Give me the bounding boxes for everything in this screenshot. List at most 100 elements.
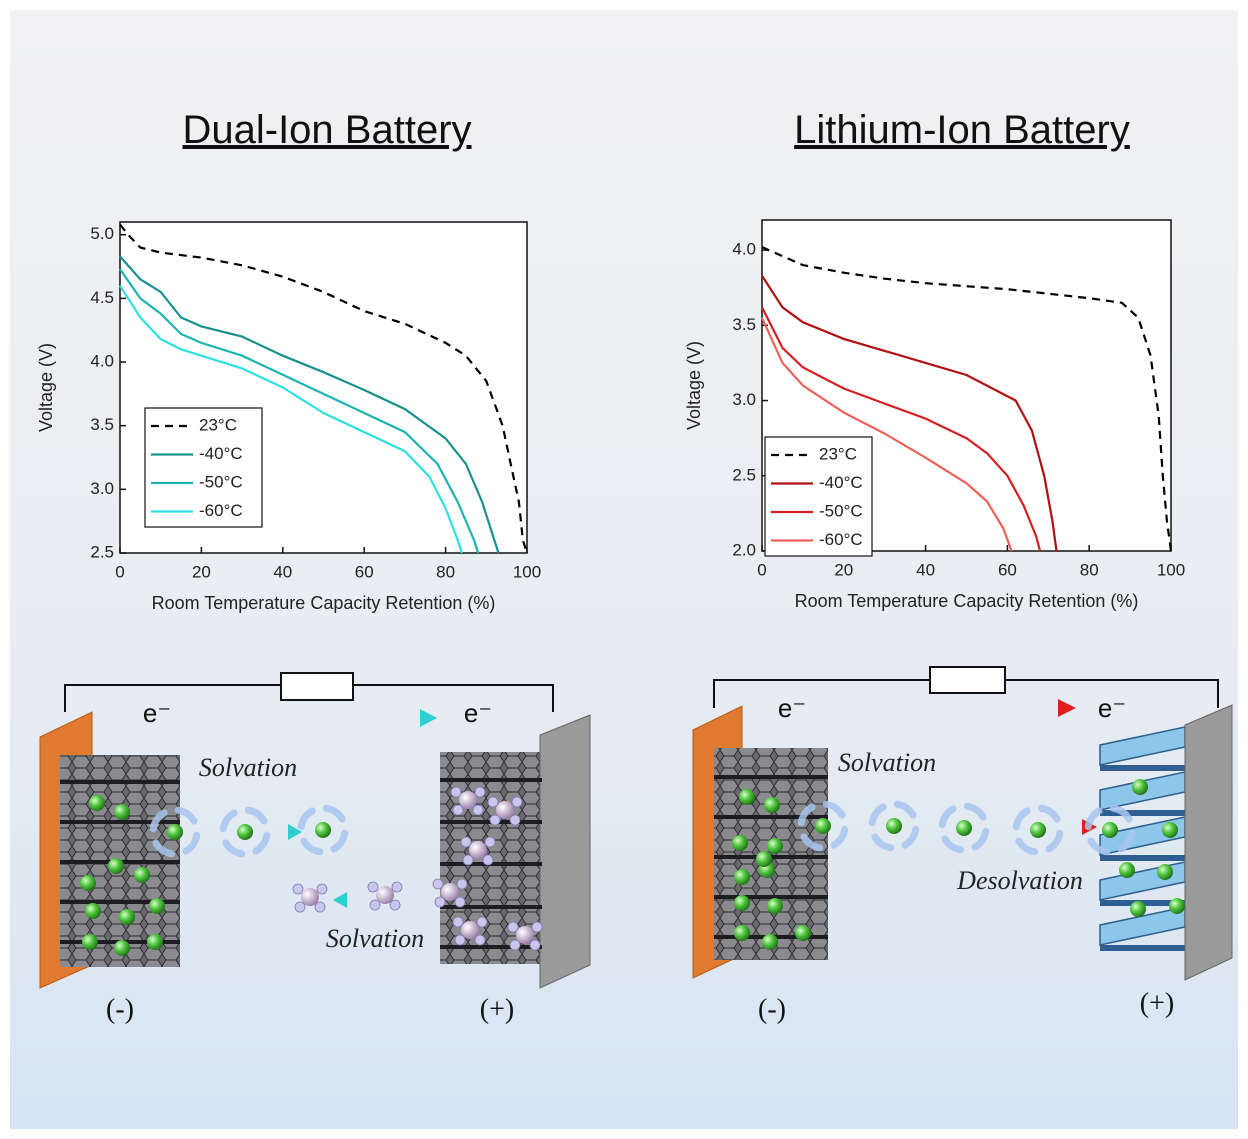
lithium-ion xyxy=(734,869,750,885)
electron-label: e⁻ xyxy=(1098,693,1126,723)
anion-atom xyxy=(392,882,402,892)
x-tick-label: 60 xyxy=(355,562,374,581)
graphite-gap xyxy=(440,945,542,949)
lithium-ion xyxy=(167,824,183,840)
anion-atom xyxy=(510,940,520,950)
lithium-ion xyxy=(134,867,150,883)
lithium-ion xyxy=(795,925,811,941)
lithium-ion xyxy=(1119,862,1135,878)
lithium-ion xyxy=(82,934,98,950)
lithium-ion xyxy=(732,835,748,851)
legend-label: -60°C xyxy=(199,501,243,520)
y-tick-label: 4.0 xyxy=(732,240,756,259)
lithium-ion xyxy=(756,851,772,867)
electron-label: e⁻ xyxy=(464,698,492,728)
y-tick-label: 4.0 xyxy=(90,352,114,371)
graphite-gap xyxy=(714,815,828,819)
y-tick-label: 4.5 xyxy=(90,288,114,307)
anion-atom xyxy=(463,855,473,865)
lithium-ion xyxy=(1130,901,1146,917)
y-tick-label: 3.0 xyxy=(732,390,756,409)
x-tick-label: 40 xyxy=(273,562,292,581)
anion-atom xyxy=(530,940,540,950)
anion-atom xyxy=(475,787,485,797)
x-tick-label: 40 xyxy=(916,560,935,579)
lithium-ion xyxy=(315,822,331,838)
anion-atom xyxy=(293,884,303,894)
anion-atom xyxy=(433,879,443,889)
y-axis-label: Voltage (V) xyxy=(36,343,56,432)
panel-title: Lithium-Ion Battery xyxy=(794,108,1130,152)
lithium-ion xyxy=(119,909,135,925)
anion-atom xyxy=(370,900,380,910)
y-axis-label: Voltage (V) xyxy=(684,341,704,430)
anion-atom xyxy=(490,815,500,825)
anion-atom xyxy=(477,917,487,927)
x-axis-label: Room Temperature Capacity Retention (%) xyxy=(152,593,496,613)
lithium-ion xyxy=(739,789,755,805)
lithium-ion xyxy=(80,875,96,891)
cathode-layer-edge xyxy=(1100,855,1185,861)
anion-atom xyxy=(488,797,498,807)
anion-atom xyxy=(453,917,463,927)
anion-atom xyxy=(455,897,465,907)
lithium-ion xyxy=(147,934,163,950)
process-label: Solvation xyxy=(199,753,297,782)
lithium-ion xyxy=(1169,898,1185,914)
resistor xyxy=(281,673,353,700)
legend-label: -40°C xyxy=(199,444,243,463)
anion-atom xyxy=(485,837,495,847)
lithium-ion xyxy=(85,903,101,919)
graphite-gap xyxy=(440,778,542,782)
x-tick-label: 80 xyxy=(1080,560,1099,579)
graphite-gap xyxy=(714,895,828,899)
x-tick-label: 60 xyxy=(998,560,1017,579)
lithium-ion xyxy=(89,795,105,811)
anion-atom xyxy=(295,902,305,912)
x-tick-label: 0 xyxy=(115,562,124,581)
x-tick-label: 20 xyxy=(834,560,853,579)
y-tick-label: 3.5 xyxy=(90,415,114,434)
lithium-ion xyxy=(764,797,780,813)
lithium-ion xyxy=(767,838,783,854)
lithium-ion xyxy=(114,940,130,956)
lithium-ion xyxy=(815,818,831,834)
figure: Dual-Ion Battery Lithium-Ion Battery e⁻ … xyxy=(0,0,1248,1139)
cathode-layer-edge xyxy=(1100,765,1185,771)
anion-atom xyxy=(368,882,378,892)
process-label: Solvation xyxy=(326,924,424,953)
process-label: Desolvation xyxy=(956,866,1083,895)
y-tick-label: 2.0 xyxy=(732,540,756,559)
lithium-ion xyxy=(956,820,972,836)
x-axis-label: Room Temperature Capacity Retention (%) xyxy=(795,591,1139,611)
electrode-label: (+) xyxy=(1140,988,1174,1019)
electron-label: e⁻ xyxy=(143,698,171,728)
y-tick-label: 3.0 xyxy=(90,479,114,498)
anion-atom xyxy=(317,884,327,894)
anion-atom xyxy=(451,787,461,797)
anion-atom xyxy=(510,815,520,825)
lithium-ion xyxy=(1132,779,1148,795)
y-tick-label: 2.5 xyxy=(732,465,756,484)
anion-atom xyxy=(512,797,522,807)
legend-label: 23°C xyxy=(199,415,237,434)
anion-atom xyxy=(532,922,542,932)
electrode-label: (+) xyxy=(480,994,514,1025)
legend-label: -50°C xyxy=(819,501,863,520)
anion-atom xyxy=(475,935,485,945)
electron-label: e⁻ xyxy=(778,693,806,723)
graphite-gap xyxy=(714,775,828,779)
anion-atom xyxy=(455,935,465,945)
lithium-ion xyxy=(237,824,253,840)
anion-atom xyxy=(483,855,493,865)
anion-atom xyxy=(473,805,483,815)
y-tick-label: 3.5 xyxy=(732,315,756,334)
cathode-layer-edge xyxy=(1100,945,1185,951)
lithium-ion xyxy=(149,898,165,914)
anion-atom xyxy=(315,902,325,912)
anion-atom xyxy=(390,900,400,910)
x-tick-label: 100 xyxy=(513,562,541,581)
legend-label: -60°C xyxy=(819,530,863,549)
legend-label: -50°C xyxy=(199,472,243,491)
x-tick-label: 80 xyxy=(436,562,455,581)
